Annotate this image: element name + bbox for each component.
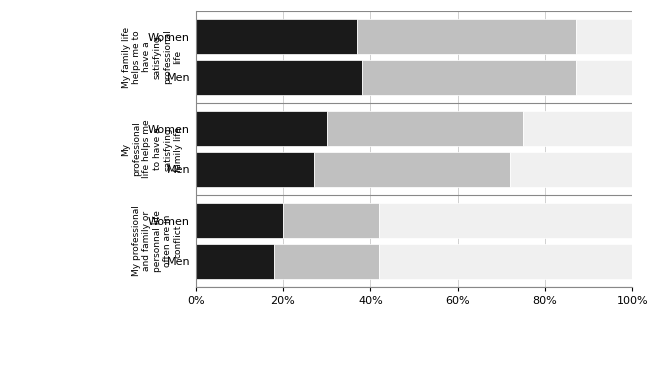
Bar: [196, 60, 362, 95]
Bar: [196, 152, 314, 187]
Bar: [314, 152, 510, 187]
Bar: [576, 60, 632, 95]
Text: My
professional
life helps me
to have a
satisfying
family life: My professional life helps me to have a …: [121, 120, 183, 178]
Bar: [362, 60, 576, 95]
Bar: [576, 19, 632, 54]
Bar: [196, 112, 327, 146]
Bar: [274, 244, 379, 279]
Text: My family life
helps me to
have a
satisfying
professional
life: My family life helps me to have a satisf…: [121, 26, 183, 88]
Bar: [510, 152, 632, 187]
Bar: [283, 203, 379, 238]
Bar: [196, 244, 274, 279]
Text: My professional
and family or
personnal life
often are in
conflict: My professional and family or personnal …: [132, 206, 183, 276]
Bar: [196, 203, 283, 238]
Bar: [523, 112, 632, 146]
Bar: [196, 19, 357, 54]
Bar: [357, 19, 576, 54]
Bar: [379, 244, 632, 279]
Bar: [327, 112, 524, 146]
Bar: [379, 203, 632, 238]
